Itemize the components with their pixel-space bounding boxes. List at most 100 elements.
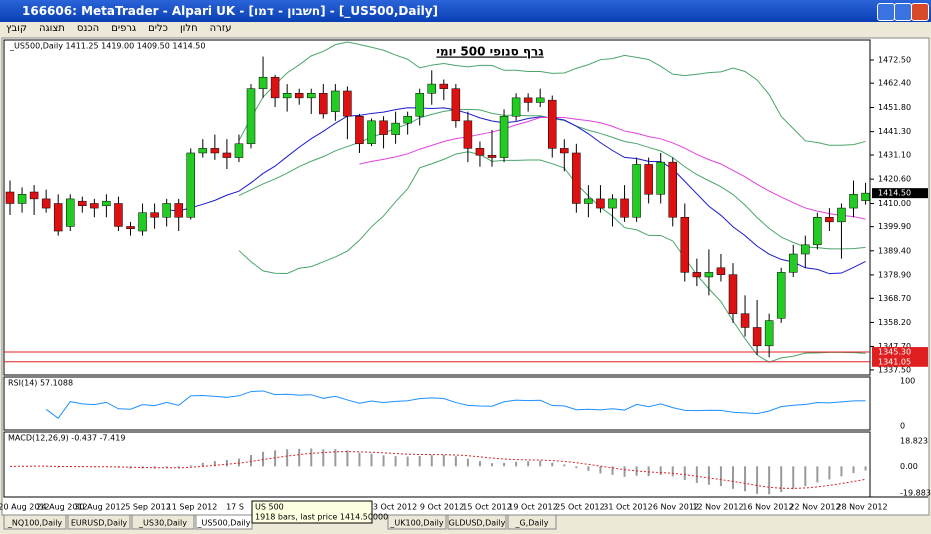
price-label: 1414.50 — [878, 189, 911, 198]
candle-body — [752, 327, 762, 347]
candle-body — [776, 272, 786, 319]
candle-body — [656, 161, 665, 195]
rsi-label: RSI(14) 57.1088 — [8, 379, 73, 388]
y-tick-label: 1347.70 — [878, 342, 911, 351]
candle-body — [584, 198, 593, 204]
menu-item[interactable]: חלון — [179, 23, 198, 34]
candle-body — [861, 192, 870, 201]
tab[interactable]: _UK100,Daily — [387, 514, 447, 530]
rsi-line — [45, 390, 866, 419]
candle-body — [740, 313, 750, 328]
x-tick-label: 24 Aug 2012 — [36, 503, 87, 512]
tab[interactable]: _NQ100,Daily — [3, 514, 67, 530]
y-tick-label: 1337.50 — [878, 365, 911, 374]
tab[interactable]: _US30,Daily — [131, 514, 195, 530]
tab-box — [67, 514, 131, 530]
candle-body — [102, 200, 111, 207]
candle-body — [138, 212, 147, 232]
candle-body — [222, 152, 232, 158]
candle-body — [499, 115, 509, 158]
candle-body — [282, 93, 292, 99]
candle-body — [210, 148, 220, 154]
x-tick-label: 22 Nov 2012 — [789, 503, 840, 512]
tab-box — [507, 514, 557, 530]
candle-body — [66, 198, 75, 227]
candle-body — [343, 90, 352, 117]
candle-body — [162, 203, 171, 218]
candle-body — [150, 212, 159, 218]
panel — [3, 39, 871, 376]
rsi-tick-label: 100 — [900, 377, 915, 386]
candle-body — [174, 203, 183, 218]
tab-box — [131, 514, 195, 530]
macd-tick-label: 18.823 — [900, 436, 928, 445]
candle-body — [258, 76, 268, 89]
candle-body — [560, 148, 569, 154]
macd-label: MACD(12,26,9) -0.437 -7.419 — [8, 434, 125, 443]
candle-body — [294, 93, 304, 99]
candle-body — [331, 90, 340, 112]
candle-body — [319, 93, 328, 115]
x-tick-label: 9 Oct 2012 — [420, 503, 464, 512]
tab-label: GLDUSD,Daily — [449, 519, 506, 528]
candle-body — [234, 143, 244, 158]
menu-item[interactable]: עזרה — [209, 23, 232, 34]
maximize-button[interactable] — [894, 3, 912, 21]
menu-item[interactable]: הכנס — [76, 23, 100, 34]
candle-body — [403, 115, 412, 124]
menu-bar: קובץ תצוגה הכנס גרפים כלים חלון עזרה — [0, 22, 931, 37]
price-label: 1341.05 — [878, 357, 911, 366]
candle-body — [801, 244, 810, 255]
y-tick-label: 1420.60 — [878, 175, 911, 184]
macd-tick-label: -19.883 — [900, 489, 931, 498]
candle-body — [78, 200, 87, 207]
y-tick-label: 1441.30 — [878, 127, 911, 136]
candle-body — [572, 152, 581, 204]
y-tick-label: 1399.90 — [878, 222, 911, 231]
tab[interactable]: EURUSD,Daily — [67, 514, 131, 530]
candle-body — [90, 203, 99, 209]
candle-body — [704, 272, 714, 278]
tab[interactable]: GLDUSD,Daily — [447, 514, 507, 530]
candle-body — [186, 152, 195, 218]
menu-item[interactable]: גרפים — [111, 23, 137, 34]
tab[interactable]: _US500,Daily — [195, 514, 253, 530]
tab[interactable]: _G,Daily — [507, 514, 557, 530]
x-tick-label: 16 Nov 2012 — [742, 503, 793, 512]
close-button[interactable] — [911, 3, 929, 21]
price-label-box — [872, 356, 928, 367]
y-tick-label: 1451.80 — [878, 103, 911, 112]
candle-body — [692, 272, 702, 278]
candle-body — [126, 226, 135, 229]
tab-label: _UK100,Daily — [389, 519, 443, 528]
tooltip-box — [251, 500, 373, 524]
candle-body — [415, 93, 424, 117]
y-tick-label: 1462.40 — [878, 79, 911, 88]
macd-signal — [9, 451, 866, 489]
x-tick-label: 30 Aug 2012 — [74, 503, 125, 512]
bollinger-upper — [238, 41, 866, 146]
menu-item[interactable]: קובץ — [6, 23, 27, 34]
candle-body — [535, 97, 545, 103]
x-tick-label: 25 Oct 2012 — [555, 503, 604, 512]
menu-item[interactable]: כלים — [148, 23, 168, 34]
title-bar: 166606: MetaTrader - Alpari UK - [חשבון … — [0, 0, 931, 22]
candle-body — [355, 115, 364, 145]
x-tick-label: 6 Nov 2012 — [653, 503, 699, 512]
candle-body — [391, 122, 400, 135]
x-tick-label: 19 Oct 2012 — [508, 503, 557, 512]
candle-body — [620, 198, 629, 218]
candle-body — [849, 194, 858, 209]
candle-body — [813, 217, 822, 246]
x-tick-label: 20 Aug 2012 — [0, 503, 50, 512]
menu-item[interactable]: תצוגה — [39, 23, 65, 34]
y-tick-label: 1431.10 — [878, 151, 911, 160]
candle-body — [837, 207, 846, 223]
minimize-button[interactable] — [877, 3, 895, 21]
x-tick-label: 15 Oct 2012 — [462, 503, 511, 512]
chart-header: _US500,Daily 1411.25 1419.00 1409.50 141… — [9, 42, 206, 51]
tab-box — [3, 514, 67, 530]
tab-box — [387, 514, 447, 530]
x-tick-label: 12 Nov 2012 — [692, 503, 743, 512]
